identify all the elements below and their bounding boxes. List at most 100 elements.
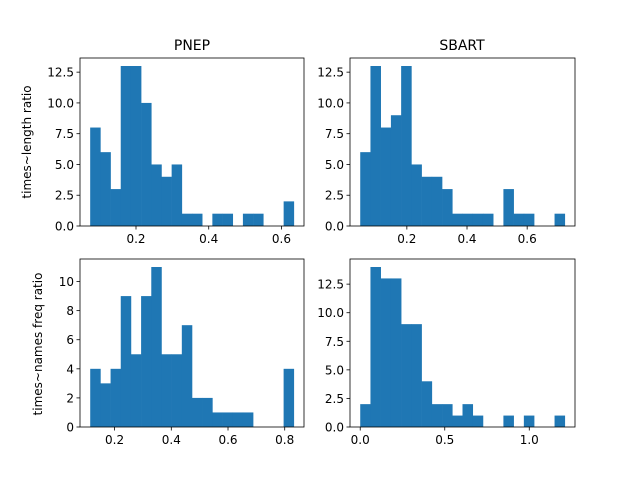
y-tick-label: 7.5 <box>325 335 344 349</box>
axis-ticks: 0.2 0.4 0.6 0.0 2.5 5.0 7.5 10.0 12.5 <box>317 66 536 246</box>
histogram-bar <box>212 213 223 226</box>
axis-ticks: 0.2 0.4 0.6 0.8 0 2 4 6 8 10 <box>59 275 295 447</box>
y-tick-label: 0.0 <box>325 220 344 234</box>
y-tick-label: 5.0 <box>325 158 344 172</box>
x-tick-label: 1.0 <box>520 433 539 447</box>
histogram-bar <box>171 354 183 427</box>
y-tick-label: 4 <box>66 362 74 376</box>
panel-pnep-length: PNEP times~length ratio 0.2 0.4 0.6 0.0 2.5 5… <box>20 38 305 246</box>
histogram-bar <box>171 164 183 226</box>
histogram-bar <box>151 164 162 226</box>
histogram-bar <box>452 415 463 427</box>
histogram-bar <box>462 213 474 226</box>
panel-pnep-names: times~names freq ratio 0.2 0.4 0.6 0.8 0 2 4 6 8… <box>31 258 305 447</box>
histogram-bar <box>462 404 474 427</box>
axis-ticks: 0.0 0.5 1.0 0.0 2.5 5.0 7.5 10.0 12.5 <box>317 278 539 447</box>
y-tick-label: 12.5 <box>47 66 74 80</box>
y-tick-label: 10 <box>59 275 74 289</box>
y-tick-label: 12.5 <box>317 278 344 292</box>
y-tick-label: 2.5 <box>325 189 344 203</box>
histogram-bar <box>110 368 122 427</box>
histogram-bar <box>442 189 453 226</box>
y-tick-label: 10.0 <box>317 306 344 320</box>
histogram-bar <box>411 164 422 226</box>
histogram-bar <box>390 278 402 427</box>
histogram-bar <box>380 127 392 226</box>
histogram-bar <box>472 213 484 226</box>
histogram-bar <box>380 278 392 427</box>
x-tick-label: 0.0 <box>351 433 370 447</box>
histogram-bar <box>370 267 381 427</box>
histogram-bar <box>401 66 412 226</box>
histogram-bar <box>390 115 402 226</box>
x-tick-label: 0.4 <box>162 433 181 447</box>
histogram-bar <box>411 324 422 427</box>
histogram-bar <box>141 296 152 427</box>
axis-ticks: 0.2 0.4 0.6 0.0 2.5 5.0 7.5 10.0 12.5 <box>47 66 291 246</box>
histogram-bar <box>431 404 443 427</box>
histogram-bar <box>242 213 254 226</box>
histogram-bar <box>151 267 162 427</box>
x-tick-label: 0.6 <box>218 433 237 447</box>
y-axis-label: times~length ratio <box>20 85 34 198</box>
x-tick-label: 0.8 <box>275 433 294 447</box>
histogram-bar <box>242 412 254 427</box>
histogram-bar <box>442 404 453 427</box>
histogram-bars <box>360 66 566 226</box>
histogram-bar <box>472 415 484 427</box>
x-tick-label: 0.6 <box>518 232 537 246</box>
histogram-bar <box>222 213 234 226</box>
y-tick-label: 7.5 <box>55 127 74 141</box>
plot-frame <box>79 57 305 227</box>
x-tick-label: 0.2 <box>397 232 416 246</box>
x-tick-label: 0.2 <box>105 433 124 447</box>
histogram-bar <box>141 102 152 226</box>
x-tick-label: 0.4 <box>199 232 218 246</box>
histogram-bars <box>90 267 295 427</box>
histogram-bars <box>360 267 566 427</box>
histogram-bar <box>554 415 566 427</box>
histogram-bar <box>431 176 443 226</box>
plot-frame <box>349 258 576 428</box>
histogram-bar <box>421 176 433 226</box>
histogram-bar <box>452 213 463 226</box>
histogram-bar <box>421 381 433 427</box>
y-tick-label: 2 <box>66 391 74 405</box>
histogram-bar <box>523 213 535 226</box>
y-tick-label: 7.5 <box>325 127 344 141</box>
histogram-bar <box>401 324 412 427</box>
histogram-bar <box>90 368 101 427</box>
histogram-bar <box>360 404 371 427</box>
y-tick-label: 0.0 <box>55 220 74 234</box>
histogram-bar <box>360 152 371 226</box>
histogram-bar <box>130 66 142 226</box>
histogram-bar <box>100 383 111 427</box>
y-tick-label: 5.0 <box>325 363 344 377</box>
y-tick-label: 10.0 <box>47 96 74 110</box>
histogram-bar <box>161 176 172 226</box>
x-tick-label: 0.4 <box>457 232 476 246</box>
y-tick-label: 2.5 <box>325 392 344 406</box>
histogram-bar <box>503 415 514 427</box>
y-tick-label: 2.5 <box>55 189 74 203</box>
histogram-bar <box>181 213 193 226</box>
histogram-bar <box>370 66 381 226</box>
y-tick-label: 12.5 <box>317 66 344 80</box>
histogram-bar <box>192 213 203 226</box>
histogram-bar <box>222 412 234 427</box>
y-axis-label: times~names freq ratio <box>31 273 45 416</box>
y-tick-label: 6 <box>66 333 74 347</box>
plot-frame <box>349 57 576 227</box>
x-tick-label: 0.2 <box>126 232 145 246</box>
y-tick-label: 10.0 <box>317 96 344 110</box>
histogram-bar <box>554 213 566 226</box>
histogram-bar <box>283 201 295 226</box>
histogram-bar <box>212 412 223 427</box>
y-tick-label: 0 <box>66 421 74 435</box>
histogram-bar <box>503 189 514 226</box>
histogram-bar <box>181 325 193 427</box>
panel-title: PNEP <box>174 38 210 54</box>
plot-frame <box>79 258 305 428</box>
y-tick-label: 0.0 <box>325 421 344 435</box>
